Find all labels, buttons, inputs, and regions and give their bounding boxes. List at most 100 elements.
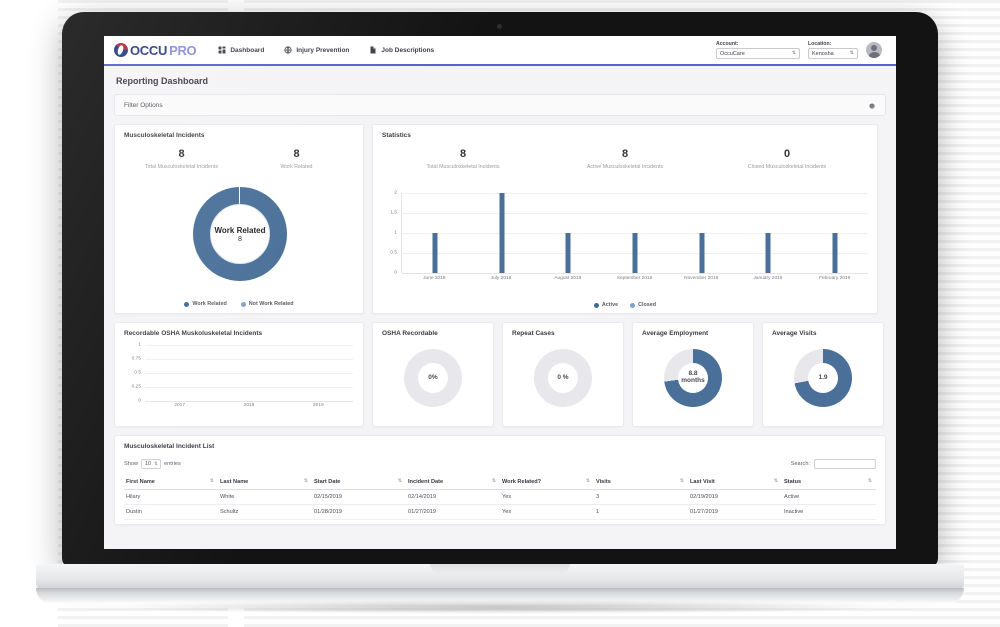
bar-slot[interactable]: [602, 193, 669, 273]
x-axis-tick: July 2018: [490, 276, 512, 281]
legend-item-work-related[interactable]: Work Related: [184, 301, 227, 307]
account-value: OccuCare: [720, 50, 745, 57]
line-chart-x-labels: 2017 2018 2019: [145, 403, 353, 408]
average-visits-donut[interactable]: 1.9: [794, 349, 852, 407]
table-column-header[interactable]: Start Date ⇅: [312, 476, 406, 490]
legend-label: Active: [601, 302, 619, 308]
bar[interactable]: [632, 233, 638, 273]
stat-total-msk: 8 Total Musculoskeletal Incidents: [382, 148, 544, 170]
sort-icon[interactable]: ⇅: [773, 478, 778, 484]
entries-per-page-value: 10: [145, 461, 151, 467]
dashboard-row-1: Musculoskeletal Incidents 8 Total Muscul…: [114, 124, 886, 314]
bar-slot[interactable]: [469, 193, 536, 273]
card-title-osha-line: Recordable OSHA Muskoluskeletal Incident…: [124, 330, 263, 337]
card-title-msk: Musculoskeletal Incidents: [124, 132, 205, 139]
average-visits-card: Average Visits 1.9: [762, 322, 884, 427]
page-title: Reporting Dashboard: [116, 76, 209, 86]
card-title-average-employment: Average Employment: [642, 330, 709, 337]
x-axis-tick: February 2019: [819, 276, 851, 281]
statistics-bar-chart[interactable]: 0 0.5 1 1.5 2 June 2018 July 2018 August 2018 S…: [383, 190, 868, 287]
location-select[interactable]: Kenosha ⇅: [808, 48, 858, 59]
table-column-header[interactable]: Visits ⇅: [594, 476, 688, 490]
nav-item-dashboard[interactable]: Dashboard: [218, 46, 264, 54]
gear-icon[interactable]: [867, 101, 876, 110]
legend-item-not-work-related[interactable]: Not Work Related: [240, 301, 294, 307]
table-column-header[interactable]: Status ⇅: [782, 476, 876, 490]
donut-center: 1.9: [808, 363, 838, 393]
chevron-updown-icon: ⇅: [154, 461, 158, 466]
table-column-header[interactable]: Last Name ⇅: [218, 476, 312, 490]
bar-slot[interactable]: [668, 193, 735, 273]
donut-value: 1.9: [818, 373, 828, 381]
nav-item-injury-prevention[interactable]: Injury Prevention: [284, 46, 349, 54]
line-chart-plot: [145, 345, 353, 402]
brand-logo[interactable]: OCCU PRO: [114, 43, 197, 58]
table-row[interactable]: Hilary White 02/15/2019 02/14/2019 Yes 3 02/19…: [124, 489, 876, 505]
legend-item-active[interactable]: Active: [593, 302, 619, 308]
table-column-header[interactable]: First Name ⇅: [124, 476, 218, 490]
sort-icon[interactable]: ⇅: [585, 478, 590, 484]
osha-recordable-donut[interactable]: 0%: [404, 349, 462, 407]
musculoskeletal-incidents-card: Musculoskeletal Incidents 8 Total Muscul…: [114, 124, 364, 314]
sort-icon[interactable]: ⇅: [303, 478, 308, 484]
user-avatar-icon[interactable]: [866, 42, 882, 58]
laptop-screen: OCCU PRO Dashboard Injury Prevention: [104, 36, 896, 549]
location-label: Location:: [808, 41, 832, 47]
laptop-shadow: [120, 600, 880, 614]
y-axis-tick: 1: [138, 342, 141, 348]
table-column-header[interactable]: Last Visit ⇅: [688, 476, 782, 490]
bar[interactable]: [499, 193, 505, 273]
card-title-repeat-cases: Repeat Cases: [512, 330, 555, 337]
donut-center-value: 8: [238, 235, 242, 243]
account-label: Account:: [716, 41, 739, 47]
x-axis-tick: 2017: [174, 403, 185, 408]
stat-value: 8: [621, 148, 629, 160]
table-cell: 02/15/2019: [312, 489, 406, 505]
account-group: Account: OccuCare ⇅: [716, 41, 800, 59]
table-column-header[interactable]: Work Related? ⇅: [500, 476, 594, 490]
repeat-cases-donut[interactable]: 0 %: [534, 349, 592, 407]
bar[interactable]: [832, 233, 838, 273]
table-column-header[interactable]: Incident Date ⇅: [406, 476, 500, 490]
sort-icon[interactable]: ⇅: [209, 478, 214, 484]
bar-slot[interactable]: [801, 193, 868, 273]
shield-globe-icon: [284, 46, 292, 54]
y-axis-tick: 0.25: [131, 384, 141, 390]
average-employment-donut[interactable]: 8.8 months: [664, 349, 722, 407]
x-axis-tick: November 2018: [684, 276, 719, 281]
sort-icon[interactable]: ⇅: [679, 478, 684, 484]
entries-per-page-select[interactable]: 10 ⇅: [141, 459, 161, 469]
bar-slot[interactable]: [402, 193, 469, 273]
donut-value: 8.8 months: [681, 370, 705, 384]
bar[interactable]: [432, 233, 438, 273]
osha-line-chart[interactable]: 0 0.25 0.5 0.75 1 2017 2018 2019: [125, 342, 353, 415]
y-axis-tick: 0: [394, 270, 397, 276]
search-input[interactable]: [814, 459, 876, 469]
incident-list-table: First Name ⇅ Last Name ⇅ Start Date ⇅ Incident…: [124, 476, 876, 520]
statistics-stat-row: 8 Total Musculoskeletal Incidents 8 Acti…: [382, 148, 868, 170]
bar[interactable]: [699, 233, 705, 273]
gridline: [402, 213, 868, 214]
sort-icon[interactable]: ⇅: [867, 478, 872, 484]
bar[interactable]: [565, 233, 571, 273]
legend-item-closed[interactable]: Closed: [630, 302, 656, 308]
filter-options-bar[interactable]: Filter Options: [114, 94, 886, 116]
sort-icon[interactable]: ⇅: [397, 478, 402, 484]
bar[interactable]: [765, 233, 771, 273]
nav-label-job-descriptions: Job Descriptions: [381, 46, 435, 54]
statistics-legend: Active Closed: [373, 302, 877, 308]
sort-icon[interactable]: ⇅: [491, 478, 496, 484]
work-related-donut-chart[interactable]: Work Related 8: [193, 187, 287, 281]
grid-icon: [218, 46, 226, 54]
dashboard-row-3: Musculoskeletal Incident List Show 10 ⇅ …: [114, 435, 886, 525]
y-axis-tick: 2: [394, 190, 397, 196]
stat-caption: Work Related: [280, 164, 313, 170]
nav-item-job-descriptions[interactable]: Job Descriptions: [369, 46, 434, 54]
account-select[interactable]: OccuCare ⇅: [716, 48, 800, 59]
table-cell: 02/14/2019: [406, 489, 500, 505]
bar-slot[interactable]: [535, 193, 602, 273]
stat-caption: Total Musculoskeletal Incidents: [144, 164, 218, 170]
bar-slot[interactable]: [735, 193, 802, 273]
x-axis-tick: September 2018: [616, 276, 653, 281]
osha-recordable-card: OSHA Recordable 0%: [372, 322, 494, 427]
